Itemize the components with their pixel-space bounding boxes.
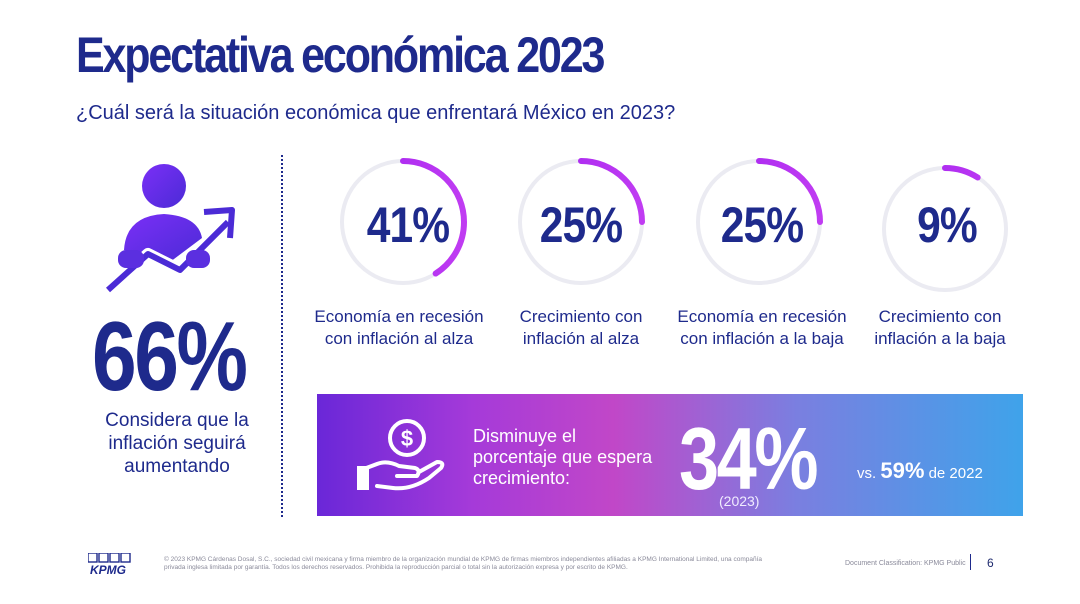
kpmg-logo-icon xyxy=(88,553,131,563)
growth-banner: $ Disminuye el porcentaje que espera cre… xyxy=(317,394,1023,516)
svg-text:$: $ xyxy=(401,426,413,451)
banner-year: (2023) xyxy=(719,493,760,509)
money-hand-icon: $ xyxy=(357,419,445,491)
donut-arc xyxy=(695,158,823,286)
vs-value: 59% xyxy=(880,458,925,483)
donut-category-label: Economía en recesión con inflación a la … xyxy=(677,307,847,348)
page-number: 6 xyxy=(987,556,994,570)
donut-value-label: 25% xyxy=(539,197,623,253)
banner-comparison: vs. 59% de 2022 xyxy=(857,458,983,484)
document-classification: Document Classification: KPMG Public xyxy=(845,560,966,567)
footer-separator xyxy=(970,554,971,570)
headline-value: 66% xyxy=(92,301,248,411)
banner-value: 34% xyxy=(679,409,819,508)
headline-caption: Considera que la inflación seguirá aumen… xyxy=(105,410,249,477)
vertical-divider xyxy=(281,155,283,517)
donut-value-label: 41% xyxy=(366,197,450,253)
donut-category-label: Crecimiento con inflación a la baja xyxy=(874,307,1006,348)
vs-suffix: de 2022 xyxy=(928,465,983,482)
donut-arc xyxy=(881,165,1009,293)
donut-charts xyxy=(339,158,1009,293)
footer-legal: © 2023 KPMG Cárdenas Dosal, S.C., socied… xyxy=(164,556,763,571)
donut-category-label: Crecimiento con inflación al alza xyxy=(519,307,643,348)
kpmg-logo-text: KPMG xyxy=(90,563,126,577)
donut-arc xyxy=(339,158,467,286)
vs-prefix: vs. xyxy=(857,465,877,482)
person-growth-icon xyxy=(103,164,235,295)
donut-arc xyxy=(517,158,645,286)
donut-value-label: 9% xyxy=(917,197,978,253)
banner-text: Disminuye el porcentaje que espera creci… xyxy=(473,426,653,488)
donut-category-label: Economía en recesión con inflación al al… xyxy=(314,307,484,348)
page-subtitle: ¿Cuál será la situación económica que en… xyxy=(76,102,676,124)
page-title: Expectativa económica 2023 xyxy=(76,27,605,83)
donut-value-label: 25% xyxy=(720,197,804,253)
